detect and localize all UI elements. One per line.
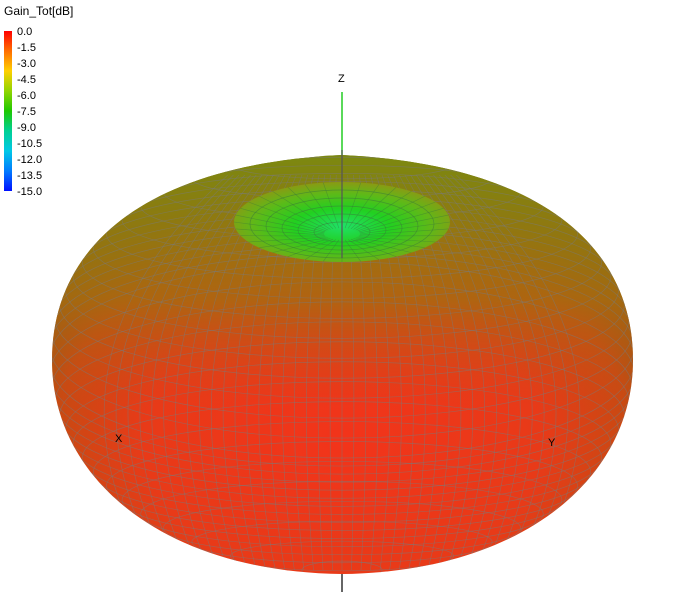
dip-radial-line: [287, 238, 334, 257]
dip-radial-line: [350, 238, 397, 257]
color-scale-tick-label: -3.0: [17, 58, 36, 70]
mesh-longitude-line: [127, 174, 240, 571]
dip-radial-line: [272, 191, 331, 230]
color-scale-tick-label: -4.5: [17, 74, 36, 86]
mesh-longitude-line: [433, 174, 533, 571]
legend-title: Gain_Tot[dB]: [4, 4, 74, 18]
dip-radial-line: [344, 182, 362, 229]
mesh-longitude-line: [163, 174, 257, 571]
color-scale-tick-label: 0.0: [17, 26, 33, 38]
dip-radial-line: [322, 182, 340, 229]
mesh-longitude-line: [427, 174, 521, 571]
dip-radial-line: [248, 236, 327, 243]
dip-radial-line: [248, 201, 327, 232]
dip-radial-line: [233, 221, 325, 235]
dip-radial-line: [357, 201, 436, 232]
dip-radial-line: [347, 184, 380, 229]
mesh-longitude-line: [151, 174, 251, 571]
color-scale-tick-label: -9.0: [17, 122, 36, 134]
dip-radial-line: [350, 187, 397, 230]
z-axis-label: Z: [338, 73, 345, 85]
dip-radial-line: [287, 187, 334, 230]
mesh-longitude-line: [444, 174, 557, 571]
color-scale-tick-label: -6.0: [17, 90, 36, 102]
dip-radial-line: [359, 214, 449, 234]
dip-radial-line: [235, 214, 325, 234]
dip-radial-line: [304, 184, 337, 229]
dip-radial-line: [344, 239, 361, 262]
color-scale-tick-label: -1.5: [17, 42, 36, 54]
mesh-longitude-line: [115, 174, 234, 571]
dip-radial-line: [259, 237, 329, 249]
dip-radial-line: [359, 221, 451, 235]
y-axis-label: Y: [548, 437, 556, 449]
dip-radial-line: [353, 238, 412, 253]
color-scale-tick-label: -7.5: [17, 106, 36, 118]
color-scale-tick-label: -15.0: [17, 186, 43, 198]
dip-radial-line: [259, 196, 329, 231]
color-scale-tick-label: -10.5: [17, 138, 43, 150]
dip-radial-line: [347, 239, 380, 260]
dip-radial-line: [355, 237, 425, 249]
color-scale-bar: [4, 31, 12, 191]
x-axis-label: X: [115, 433, 123, 445]
dip-radial-line: [355, 196, 425, 231]
dip-radial-line: [235, 228, 325, 236]
dip-radial-line: [240, 208, 326, 233]
dip-radial-line: [353, 191, 412, 230]
mesh-longitude-line: [175, 174, 263, 571]
mesh-longitude-line: [421, 174, 509, 571]
dip-radial-line: [323, 239, 340, 262]
dip-radial-line: [304, 239, 337, 260]
mesh-longitude-line: [450, 174, 569, 571]
dip-radial-line: [357, 236, 436, 243]
mesh-longitude-line: [438, 174, 545, 571]
mesh-longitude-line: [139, 174, 246, 571]
color-scale-tick-label: -12.0: [17, 154, 43, 166]
dip-radial-line: [272, 238, 331, 253]
dip-radial-line: [359, 228, 449, 236]
color-scale-tick-label: -13.5: [17, 170, 43, 182]
dip-radial-line: [358, 208, 444, 233]
